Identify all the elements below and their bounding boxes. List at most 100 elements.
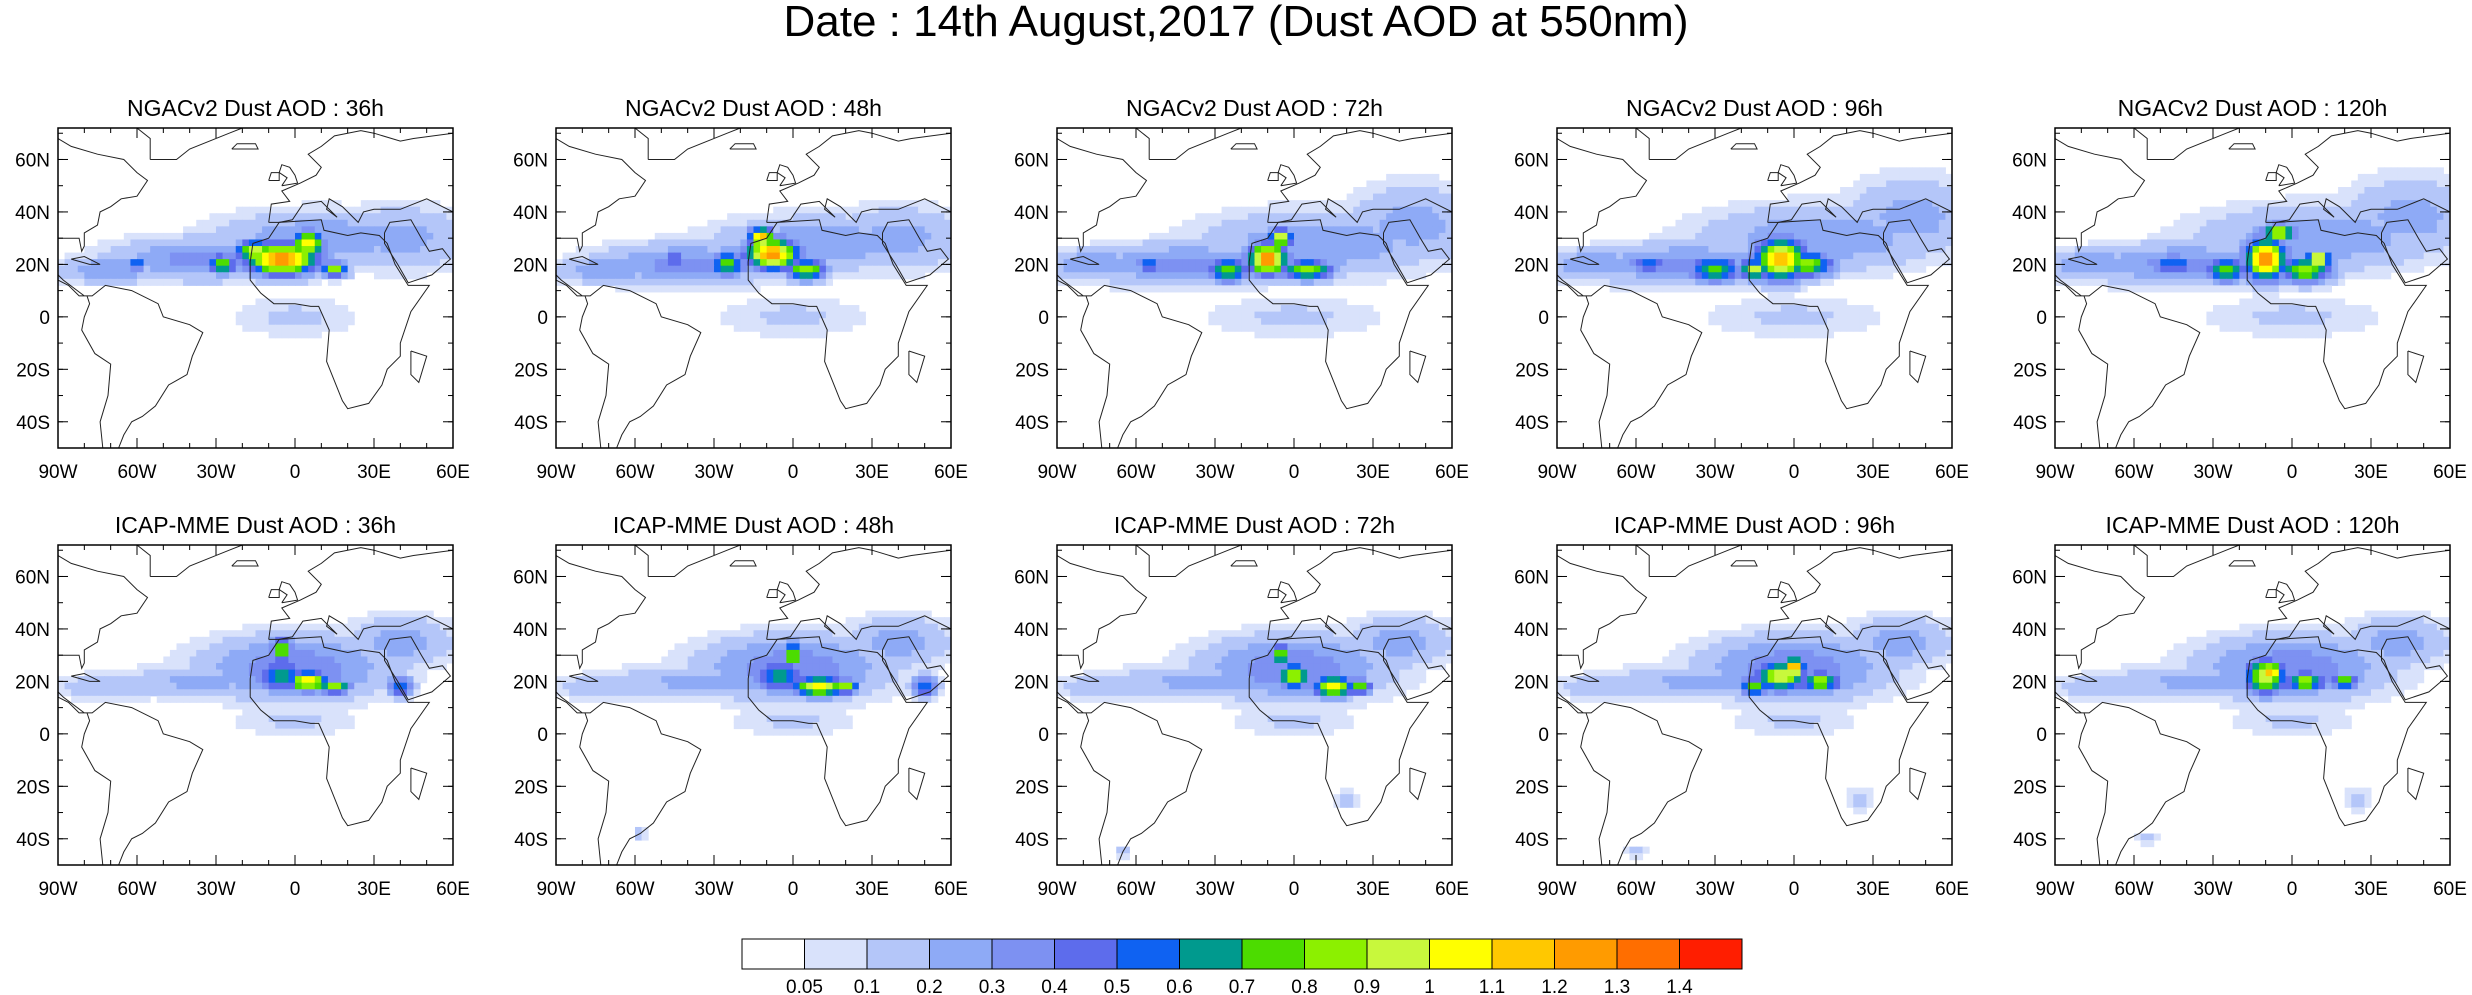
aod-cell bbox=[1945, 173, 1952, 181]
aod-cell bbox=[727, 213, 735, 221]
aod-cell bbox=[1945, 246, 1952, 254]
aod-cell bbox=[1609, 259, 1617, 267]
aod-cell bbox=[1800, 206, 1808, 214]
aod-cell bbox=[1589, 252, 1597, 260]
coastline bbox=[1557, 138, 1648, 253]
aod-cell bbox=[1853, 259, 1861, 267]
aod-cell bbox=[1879, 206, 1887, 214]
aod-cell bbox=[235, 630, 243, 638]
aod-cell bbox=[1774, 226, 1782, 234]
aod-cell bbox=[1366, 213, 1374, 221]
aod-cell bbox=[426, 630, 434, 638]
aod-cell bbox=[1701, 213, 1709, 221]
aod-cell bbox=[2259, 226, 2267, 234]
aod-cell bbox=[1761, 331, 1769, 339]
aod-cell bbox=[1846, 311, 1854, 319]
aod-cell bbox=[308, 643, 316, 651]
aod-cell bbox=[2331, 311, 2339, 319]
aod-cell bbox=[1300, 206, 1308, 214]
aod-cell bbox=[1932, 167, 1940, 175]
aod-cell bbox=[360, 623, 368, 631]
aod-cell bbox=[944, 246, 951, 254]
aod-cell bbox=[1938, 167, 1946, 175]
aod-cell bbox=[687, 285, 695, 293]
aod-cell bbox=[1734, 246, 1742, 254]
aod-cell bbox=[1274, 232, 1282, 240]
aod-cell bbox=[1129, 239, 1137, 247]
aod-cell bbox=[1287, 324, 1295, 332]
aod-cell bbox=[1267, 239, 1275, 247]
aod-cell bbox=[360, 669, 368, 677]
aod-cell bbox=[1300, 219, 1308, 227]
aod-cell bbox=[64, 272, 72, 280]
aod-cell bbox=[1820, 206, 1828, 214]
aod-cell bbox=[1294, 213, 1302, 221]
aod-cell bbox=[674, 252, 682, 260]
aod-cell bbox=[2114, 265, 2122, 273]
aod-cell bbox=[2285, 298, 2293, 306]
aod-cell bbox=[163, 669, 171, 677]
aod-cell bbox=[1320, 278, 1328, 286]
aod-cell bbox=[143, 272, 151, 280]
aod-cell bbox=[2338, 200, 2346, 208]
aod-cell bbox=[2298, 298, 2306, 306]
aod-cell bbox=[314, 649, 322, 657]
aod-cell bbox=[321, 669, 329, 677]
aod-cell bbox=[400, 213, 408, 221]
aod-cell bbox=[341, 311, 349, 319]
aod-cell bbox=[1247, 324, 1255, 332]
aod-cell bbox=[707, 246, 715, 254]
aod-cell bbox=[341, 226, 349, 234]
aod-cell bbox=[819, 331, 827, 339]
aod-cell bbox=[1412, 239, 1420, 247]
aod-cell bbox=[2292, 193, 2300, 201]
aod-cell bbox=[904, 232, 912, 240]
aod-cell bbox=[2160, 278, 2168, 286]
aod-cell bbox=[255, 669, 263, 677]
aod-cell bbox=[1563, 259, 1571, 267]
aod-cell bbox=[1695, 213, 1703, 221]
aod-cell bbox=[2390, 193, 2398, 201]
aod-cell bbox=[393, 617, 401, 625]
aod-cell bbox=[2087, 265, 2095, 273]
aod-cell bbox=[1695, 259, 1703, 267]
aod-cell bbox=[812, 331, 820, 339]
aod-cell bbox=[2311, 252, 2319, 260]
aod-cell bbox=[169, 232, 177, 240]
aod-cell bbox=[2298, 193, 2306, 201]
coastline bbox=[1267, 130, 1452, 224]
aod-cell bbox=[720, 239, 728, 247]
aod-cell bbox=[2311, 200, 2319, 208]
aod-cell bbox=[1682, 272, 1690, 280]
aod-cell bbox=[2357, 180, 2365, 188]
aod-cell bbox=[1761, 259, 1769, 267]
aod-cell bbox=[1925, 206, 1933, 214]
aod-cell bbox=[1208, 265, 1216, 273]
aod-cell bbox=[1754, 311, 1762, 319]
aod-cell bbox=[1708, 246, 1716, 254]
aod-cell bbox=[327, 682, 335, 690]
aod-cell bbox=[235, 663, 243, 671]
aod-cell bbox=[150, 265, 158, 273]
aod-cell bbox=[1912, 232, 1920, 240]
aod-cell bbox=[2114, 278, 2122, 286]
aod-cell bbox=[2377, 226, 2385, 234]
aod-cell bbox=[1820, 324, 1828, 332]
aod-cell bbox=[2114, 259, 2122, 267]
aod-cell bbox=[1905, 226, 1913, 234]
aod-cell bbox=[2292, 226, 2300, 234]
aod-cell bbox=[1886, 173, 1894, 181]
aod-cell bbox=[2311, 213, 2319, 221]
aod-cell bbox=[2423, 193, 2431, 201]
aod-cell bbox=[2166, 232, 2174, 240]
aod-cell bbox=[1800, 298, 1808, 306]
aod-cell bbox=[1866, 173, 1874, 181]
aod-cell bbox=[347, 682, 355, 690]
aod-cell bbox=[288, 318, 296, 326]
aod-cell bbox=[1609, 278, 1617, 286]
aod-cell bbox=[832, 252, 840, 260]
aod-cell bbox=[321, 219, 329, 227]
aod-cell bbox=[1794, 272, 1802, 280]
aod-cell bbox=[562, 278, 570, 286]
aod-cell bbox=[354, 649, 362, 657]
